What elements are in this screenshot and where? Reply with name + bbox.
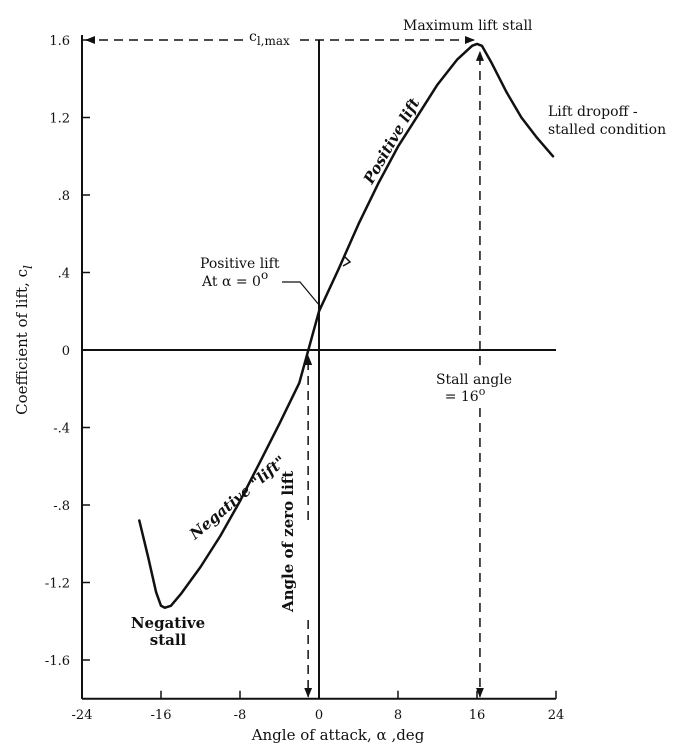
lift-curve-point: [357, 223, 360, 225]
y-tick-label: -.8: [53, 499, 70, 514]
lift-curve-point: [505, 91, 508, 94]
lift-curve-point: [456, 58, 459, 61]
axes: [81, 35, 556, 700]
y-tick-label: 0: [62, 344, 70, 359]
x-tick-label: -8: [234, 708, 247, 723]
y-axis-title-subscript: l: [21, 265, 35, 269]
negative-lift-curve-label: Negative "lift": [185, 452, 289, 544]
guide-arrows: [85, 36, 484, 698]
positive-lift-zero-text: At α = 0: [201, 274, 261, 290]
lift-curve-point: [471, 44, 473, 47]
x-tick-label: 0: [315, 708, 323, 723]
x-axis-title: Angle of attack, α ,deg: [251, 726, 425, 744]
positive-lift-zero-label-2: At α = 0o: [201, 268, 268, 290]
lift-curve-point: [239, 500, 241, 503]
y-tick-label: -1.6: [45, 654, 70, 669]
lift-curve-point: [535, 135, 538, 138]
lift-curve-point: [147, 556, 150, 559]
positive-lift-curve-label: Positive lift: [359, 95, 423, 188]
negative-stall-label-1: Negative: [131, 614, 205, 632]
lift-curve-point: [490, 62, 493, 65]
lift-curve-point: [219, 535, 222, 537]
y-axis-title: Coefficient of lift, cl: [13, 265, 35, 415]
stall-angle-value: = 16: [445, 389, 479, 405]
lift-curve-point: [160, 604, 162, 607]
x-tick-label: 8: [394, 708, 402, 723]
y-tick-label: -1.2: [45, 577, 70, 592]
lift-curve-point: [179, 593, 182, 596]
x-tick-label: -24: [72, 708, 93, 723]
y-tick-label: 1.6: [49, 34, 70, 49]
y-tick-label: .4: [58, 267, 70, 282]
x-tick-label: -16: [151, 708, 172, 723]
lift-curve-point: [476, 42, 478, 45]
lift-curve-point: [436, 83, 439, 86]
axis-ticks: 1.6 1.2 .8 .4 0 -.4 -.8 -1.2 -1.6 -24 -16 -8 0 8 16 24: [45, 34, 564, 723]
y-axis-title-main: Coefficient of lift, c: [13, 269, 31, 415]
lift-curve-point: [318, 310, 320, 313]
curve-direction-arrow: [342, 255, 352, 267]
lift-curve-point: [155, 591, 157, 594]
lift-curve-point: [481, 44, 483, 47]
lift-curve-point: [199, 566, 202, 568]
stall-angle-degree: o: [479, 385, 486, 398]
lift-curve-point: [164, 606, 166, 609]
lift-curve-point: [337, 267, 340, 270]
lift-curve-point: [169, 604, 172, 607]
lift-dropoff-label-2: stalled condition: [548, 122, 666, 138]
positive-lift-leader: [282, 281, 322, 308]
lift-curve-point: [298, 382, 301, 384]
positive-lift-zero-degree: o: [261, 268, 268, 282]
lift-curve-point: [552, 155, 554, 158]
lift-curve-point: [397, 145, 399, 148]
lift-curve-point: [278, 422, 281, 425]
cl-max-subscript: l,max: [257, 34, 290, 48]
lift-curve-point: [138, 519, 141, 522]
lift-curve-point: [416, 114, 419, 117]
lift-curve-point: [520, 116, 523, 119]
x-tick-label: 16: [469, 708, 486, 723]
positive-lift-zero-label-1: Positive lift: [200, 256, 280, 272]
cl-max-label: cl,max: [249, 29, 290, 48]
x-tick-label: 24: [548, 708, 565, 723]
lift-curve-point: [377, 182, 380, 185]
max-lift-stall-label: Maximum lift stall: [403, 18, 533, 34]
y-tick-label: 1.2: [49, 112, 70, 127]
stall-angle-label-1: Stall angle: [436, 372, 512, 388]
y-tick-label: -.4: [53, 422, 70, 437]
y-tick-label: .8: [58, 189, 70, 204]
stall-angle-label-2: = 16o: [445, 385, 486, 405]
lift-dropoff-label-1: Lift dropoff -: [548, 104, 638, 120]
negative-stall-label-2: stall: [150, 631, 187, 649]
lift-curve-point: [258, 461, 261, 464]
cl-max-symbol: c: [249, 29, 257, 45]
zero-lift-angle-label: Angle of zero lift: [279, 471, 297, 613]
lift-curve: [138, 42, 555, 609]
